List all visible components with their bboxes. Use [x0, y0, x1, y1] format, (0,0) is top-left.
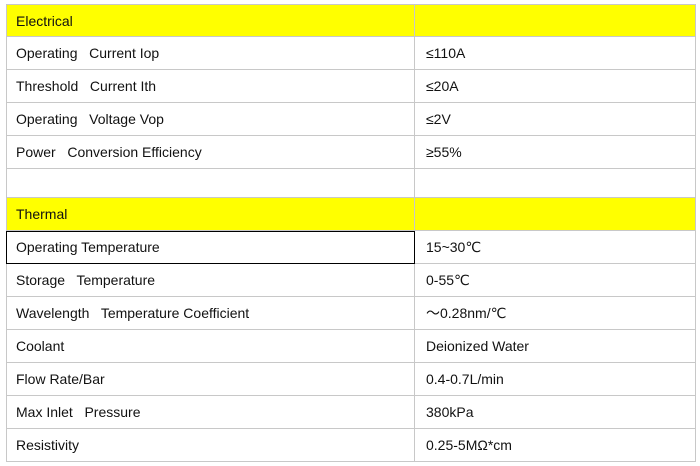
table-row: Operating Temperature 15~30℃ [6, 231, 696, 264]
section-header: Electrical [6, 4, 696, 37]
table-row: Flow Rate/Bar 0.4-0.7L/min [6, 363, 696, 396]
spacer-row [6, 169, 696, 198]
table-cell: 0.25-5MΩ*cm [415, 429, 696, 462]
table-row: Operating Voltage Vop ≤2V [6, 103, 696, 136]
table-cell: Operating Current Iop [6, 37, 415, 70]
table-row: Threshold Current Ith ≤20A [6, 70, 696, 103]
empty-cell [415, 169, 696, 198]
table-row: Wavelength Temperature Coefficient ～0.28n… [6, 297, 696, 330]
table-cell: ～0.28nm/℃ [415, 297, 696, 330]
section-header: Thermal [6, 198, 696, 231]
table-cell: Flow Rate/Bar [6, 363, 415, 396]
table-cell: Storage Temperature [6, 264, 415, 297]
table-cell: Operating Temperature [6, 231, 415, 264]
table-row: Operating Current Iop ≤110A [6, 37, 696, 70]
table-cell: Thermal [6, 198, 415, 231]
table-cell: ≥55% [415, 136, 696, 169]
spec-table: Electrical Operating Current Iop ≤110A Thre… [6, 4, 696, 462]
table-cell: Operating Voltage Vop [6, 103, 415, 136]
table-cell: Electrical [6, 4, 415, 37]
table-row: Max Inlet Pressure 380kPa [6, 396, 696, 429]
table-cell: 380kPa [415, 396, 696, 429]
table-cell: Deionized Water [415, 330, 696, 363]
table-cell: Threshold Current Ith [6, 70, 415, 103]
table-cell: Resistivity [6, 429, 415, 462]
table-row: Resistivity 0.25-5MΩ*cm [6, 429, 696, 462]
table-cell: ≤20A [415, 70, 696, 103]
table-row: Power Conversion Efficiency ≥55% [6, 136, 696, 169]
empty-cell [415, 4, 696, 37]
table-cell: Max Inlet Pressure [6, 396, 415, 429]
empty-cell [6, 169, 415, 198]
table-cell: 0.4-0.7L/min [415, 363, 696, 396]
table-cell: 0-55℃ [415, 264, 696, 297]
table-cell: ≤110A [415, 37, 696, 70]
table-cell: Power Conversion Efficiency [6, 136, 415, 169]
empty-cell [415, 198, 696, 231]
table-row: Storage Temperature 0-55℃ [6, 264, 696, 297]
table-cell: 15~30℃ [415, 231, 696, 264]
table-cell: ≤2V [415, 103, 696, 136]
table-cell: Coolant [6, 330, 415, 363]
table-cell: Wavelength Temperature Coefficient [6, 297, 415, 330]
table-row: Coolant Deionized Water [6, 330, 696, 363]
